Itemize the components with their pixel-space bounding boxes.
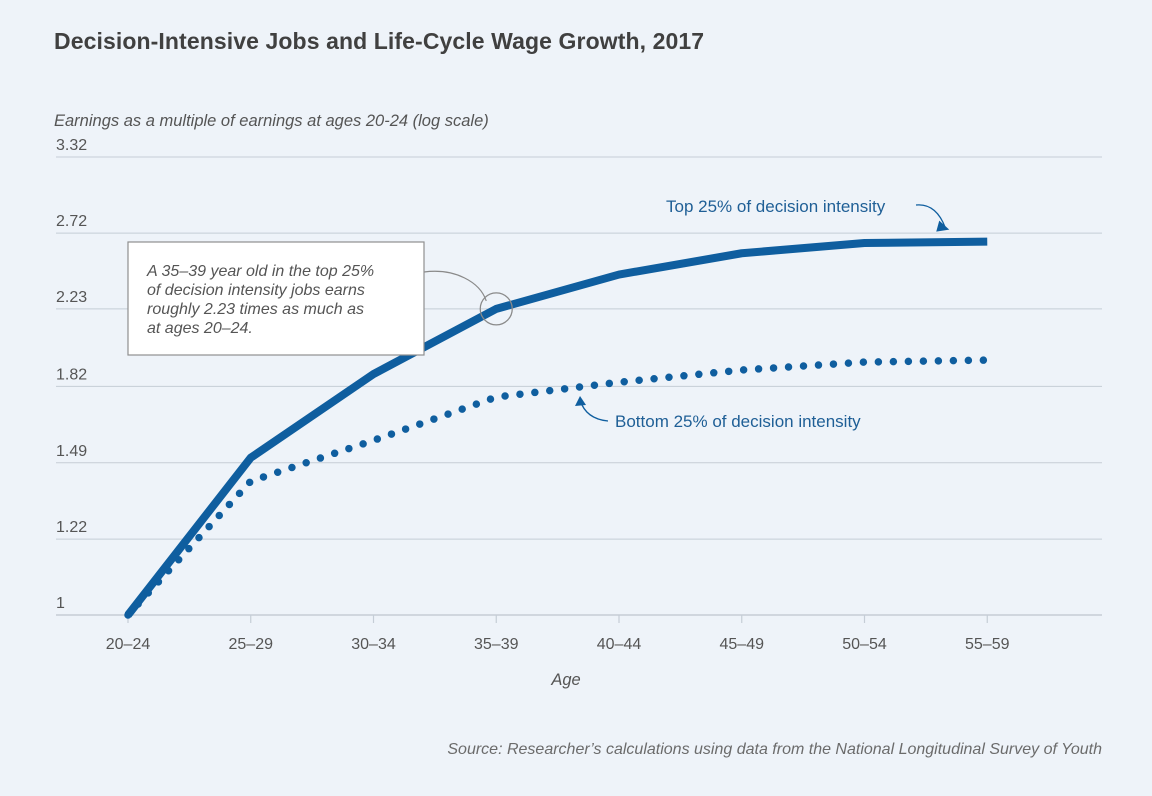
- y-tick-label: 1: [56, 595, 65, 612]
- annotation-group: A 35–39 year old in the top 25% of decisi…: [127, 204, 950, 422]
- x-tick-label: 40–44: [597, 636, 642, 653]
- chart-title: Decision-Intensive Jobs and Life-Cycle W…: [54, 28, 705, 54]
- y-tick-label: 1.49: [56, 443, 87, 460]
- annotation-box: [127, 241, 425, 356]
- x-tick-label: 45–49: [720, 636, 765, 653]
- top-label-arrow: [915, 204, 946, 228]
- x-tick-label: 30–34: [351, 636, 396, 653]
- y-tick-label: 3.32: [56, 137, 87, 154]
- x-tick-label: 50–54: [842, 636, 887, 653]
- annotation-text-line: roughly 2.23 times as much as: [147, 301, 364, 318]
- y-tick-labels: 3.32 2.72 2.23 1.82 1.49 1.22 1: [56, 137, 87, 612]
- x-tick-label: 35–39: [474, 636, 519, 653]
- x-tick-label: 20–24: [106, 636, 151, 653]
- y-tick-label: 2.72: [56, 213, 87, 230]
- annotation-text-line: at ages 20–24.: [147, 320, 253, 337]
- x-tick-label: 55–59: [965, 636, 1010, 653]
- annotation-text-line: A 35–39 year old in the top 25%: [146, 263, 374, 280]
- x-axis-label: Age: [550, 671, 580, 689]
- y-axis-label: Earnings as a multiple of earnings at ag…: [54, 112, 489, 130]
- series-line-top: [124, 237, 988, 618]
- bottom-label-arrowhead: [575, 396, 586, 406]
- y-tick-label: 2.23: [56, 289, 87, 306]
- annotation-leader: [423, 270, 487, 302]
- series-lines: [124, 237, 991, 619]
- y-tick-label: 1.22: [56, 519, 87, 536]
- series-label-top: Top 25% of decision intensity: [666, 197, 886, 216]
- annotation-highlight-circle: [479, 292, 513, 326]
- series-line-bottom: [124, 356, 991, 619]
- top-label-arrowhead: [936, 220, 950, 232]
- y-tick-label: 1.82: [56, 366, 87, 383]
- source-note: Source: Researcher’s calculations using …: [447, 741, 1102, 758]
- x-tick-label: 25–29: [229, 636, 274, 653]
- series-label-bottom: Bottom 25% of decision intensity: [615, 412, 861, 431]
- annotation-text-line: of decision intensity jobs earns: [147, 282, 365, 299]
- x-tick-labels: 20–24 25–29 30–34 35–39 40–44 45–49 50–54 55–59: [106, 615, 1010, 653]
